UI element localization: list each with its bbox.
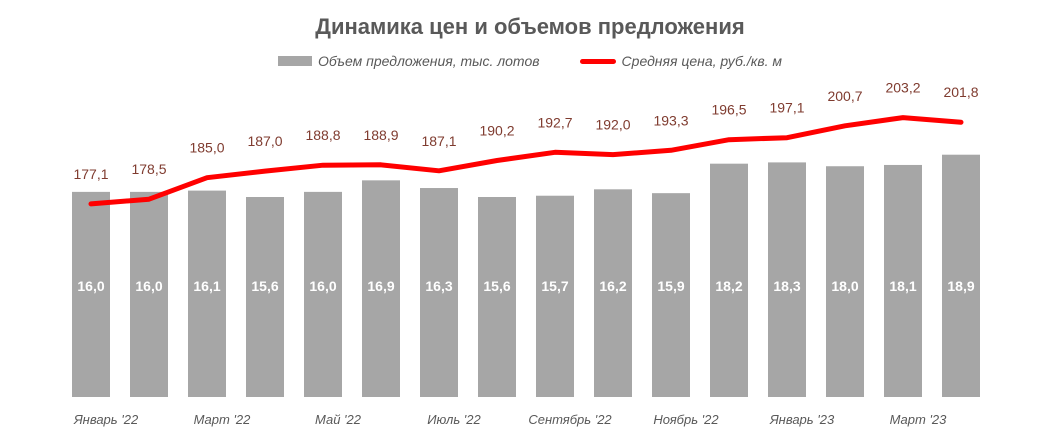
legend-label-volume: Объем предложения, тыс. лотов	[318, 53, 540, 69]
legend-item-price: Средняя цена, руб./кв. м	[579, 53, 782, 69]
x-tick-label: Март '22	[194, 412, 252, 427]
legend-swatch-volume	[278, 56, 312, 66]
price-value-label: 187,1	[421, 133, 456, 149]
volume-bar	[188, 190, 226, 397]
price-value-label: 185,0	[189, 140, 224, 156]
price-value-label: 197,1	[769, 100, 804, 116]
price-value-label: 196,5	[711, 102, 746, 118]
x-tick-label: Июль '22	[427, 412, 481, 427]
legend-item-volume: Объем предложения, тыс. лотов	[278, 53, 540, 69]
volume-bar	[942, 154, 980, 397]
volume-bar	[768, 162, 806, 397]
volume-bar	[536, 195, 574, 397]
volume-bar	[304, 191, 342, 397]
volume-bar	[594, 189, 632, 397]
volume-value-label: 18,3	[773, 278, 800, 294]
price-value-label: 188,9	[363, 127, 398, 143]
volume-value-label: 18,1	[889, 278, 916, 294]
volume-bar	[710, 163, 748, 397]
volume-value-label: 16,0	[135, 278, 162, 294]
volume-value-label: 16,9	[367, 278, 394, 294]
x-tick-label: Март '23	[890, 412, 948, 427]
volume-bar	[826, 166, 864, 397]
volume-value-label: 18,0	[831, 278, 858, 294]
price-value-label: 177,1	[73, 166, 108, 182]
price-value-label: 201,8	[943, 84, 978, 100]
price-value-label: 188,8	[305, 127, 340, 143]
volume-value-label: 15,7	[541, 278, 568, 294]
volume-bar	[72, 191, 110, 397]
volume-bar	[420, 188, 458, 397]
legend-label-price: Средняя цена, руб./кв. м	[621, 53, 782, 69]
volume-value-label: 18,9	[947, 278, 974, 294]
price-value-label: 187,0	[247, 133, 282, 149]
price-value-label: 203,2	[885, 80, 920, 96]
price-value-label: 190,2	[479, 123, 514, 139]
volume-value-label: 16,3	[425, 278, 452, 294]
price-value-label: 193,3	[653, 112, 688, 128]
price-value-label: 178,5	[131, 161, 166, 177]
legend: Объем предложения, тыс. лотов Средняя це…	[0, 53, 1060, 69]
x-tick-label: Май '22	[315, 412, 362, 427]
volume-value-label: 15,6	[251, 278, 278, 294]
x-tick-label: Сентябрь '22	[528, 412, 612, 427]
x-tick-label: Январь '23	[769, 412, 835, 427]
volume-bar	[652, 193, 690, 397]
x-tick-label: Ноябрь '22	[653, 412, 719, 427]
price-value-label: 192,7	[537, 114, 572, 130]
volume-bar	[246, 197, 284, 397]
volume-value-label: 18,2	[715, 278, 742, 294]
volume-bar	[884, 164, 922, 397]
price-value-label: 200,7	[827, 88, 862, 104]
price-line	[88, 115, 964, 207]
volume-value-label: 16,1	[193, 278, 220, 294]
volume-value-label: 15,6	[483, 278, 510, 294]
volume-value-label: 16,0	[309, 278, 336, 294]
price-value-label: 192,0	[595, 117, 630, 133]
x-tick-label: Январь '22	[73, 412, 139, 427]
volume-bar	[478, 197, 516, 397]
volume-value-label: 16,2	[599, 278, 626, 294]
volume-value-label: 15,9	[657, 278, 684, 294]
chart-title: Динамика цен и объемов предложения	[315, 14, 745, 39]
volume-value-label: 16,0	[77, 278, 104, 294]
volume-bar	[130, 191, 168, 397]
legend-swatch-price	[579, 58, 616, 64]
volume-bar	[362, 180, 400, 397]
